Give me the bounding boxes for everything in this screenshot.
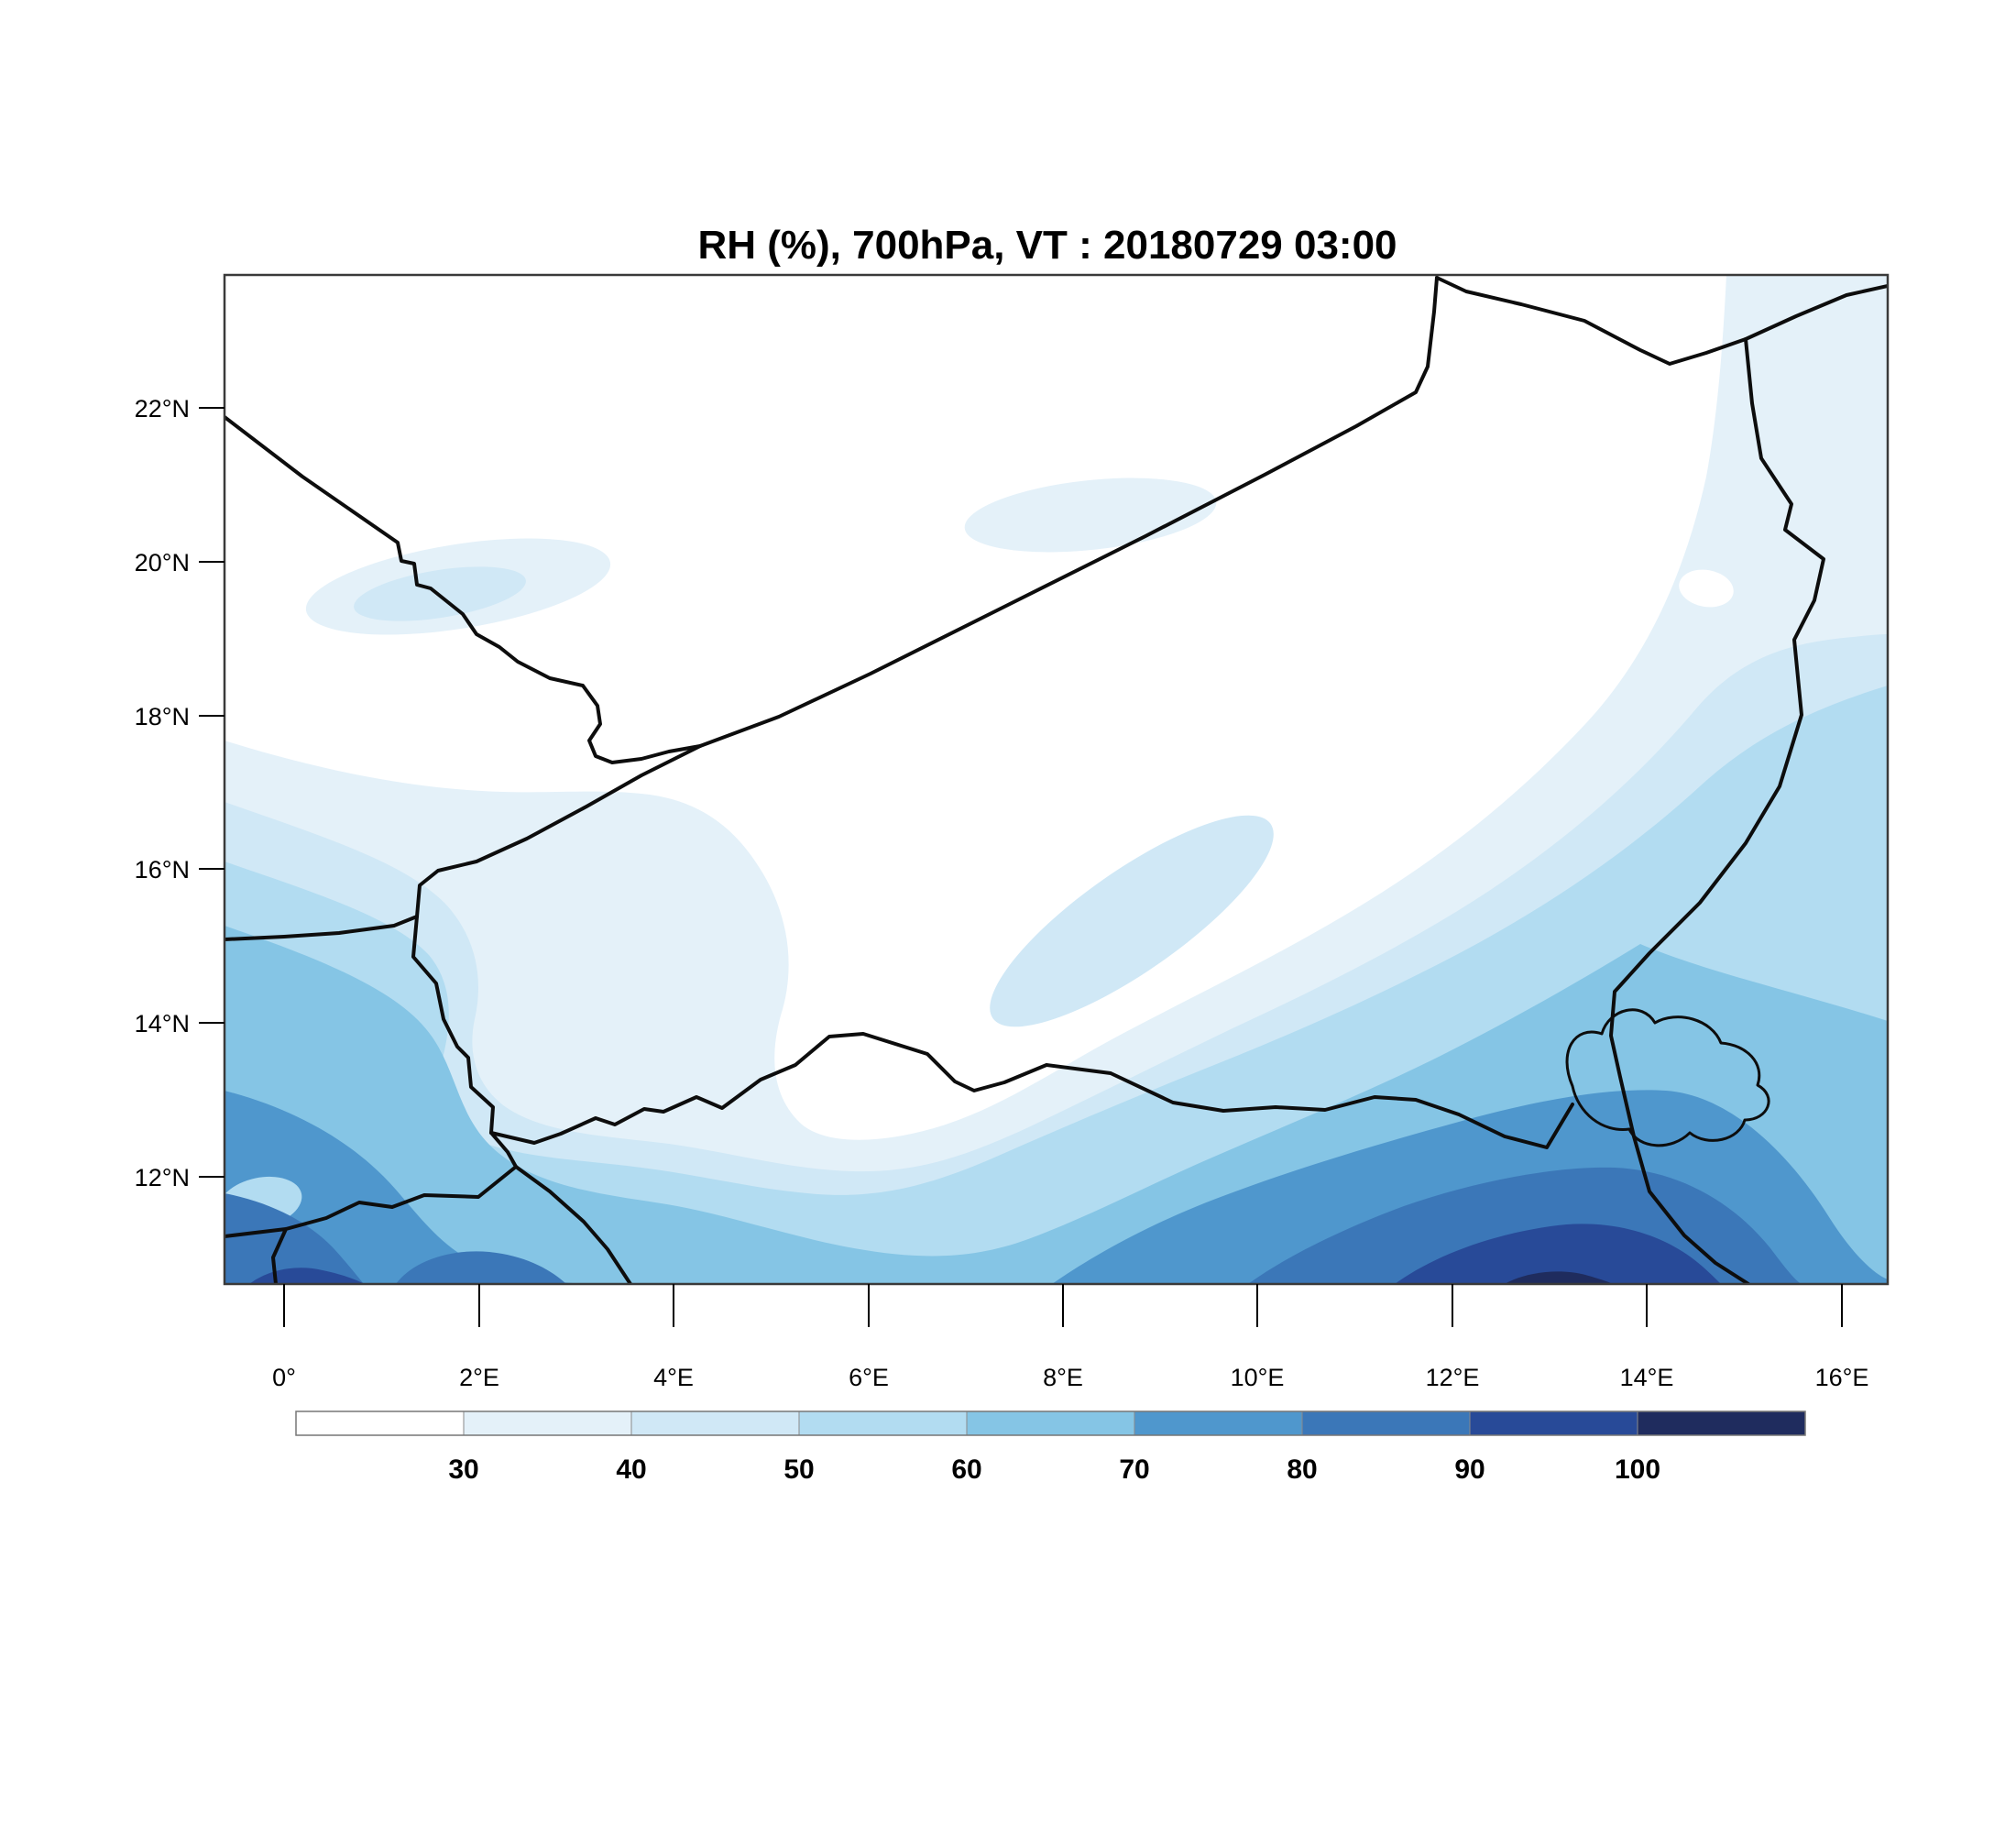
contour-fill-ge70-west (225, 1091, 660, 1284)
latitude-axis: 22°N 20°N 18°N 16°N 14°N 12°N (135, 395, 225, 1191)
colorbar-cell-70 (1134, 1410, 1303, 1436)
lon-label-0: 0° (272, 1364, 296, 1391)
colorbar-cell-80 (1301, 1410, 1471, 1436)
lat-label-20n: 20°N (135, 549, 190, 576)
lat-label-22n: 22°N (135, 395, 190, 423)
lon-label-2e: 2°E (459, 1364, 499, 1391)
border-algeria-niger (698, 276, 1439, 748)
border-algeria-mali (225, 415, 702, 764)
longitude-axis: 0° 2°E 4°E 6°E 8°E 10°E 12°E 14°E 16°E (272, 1284, 1868, 1391)
colorbar-cell-40 (630, 1410, 800, 1436)
lon-label-8e: 8°E (1043, 1364, 1083, 1391)
lon-label-12e: 12°E (1426, 1364, 1480, 1391)
colorbar-cell-lt30 (295, 1410, 465, 1436)
colorbar-frame (295, 1410, 1806, 1436)
colorbar-cell-30 (463, 1410, 632, 1436)
border-niger-chad (1609, 337, 1825, 1284)
colorbar-cell-90 (1469, 1410, 1638, 1436)
contour-field (225, 275, 1888, 1284)
colorbar-label-30: 30 (448, 1454, 478, 1485)
country-borders (225, 276, 1888, 1284)
colorbar-cell-gt100 (1637, 1410, 1806, 1436)
lon-label-4e: 4°E (653, 1364, 694, 1391)
lat-label-16n: 16°N (135, 856, 190, 884)
colorbar-label-70: 70 (1119, 1454, 1149, 1485)
contour-streak-center-40 (990, 815, 1274, 1027)
colorbar-cell-60 (966, 1410, 1135, 1436)
colorbar-label-50: 50 (783, 1454, 814, 1485)
colorbar-label-80: 80 (1287, 1454, 1317, 1485)
contour-fill-ge90-east (1395, 1224, 1721, 1284)
border-niger-libya (1435, 276, 1888, 366)
colorbar-label-60: 60 (951, 1454, 981, 1485)
colorbar-label-100: 100 (1615, 1454, 1660, 1485)
plot-title: RH (%), 700hPa, VT : 20180729 03:00 (697, 223, 1397, 268)
contour-fill-ge80-west1 (225, 1193, 364, 1284)
lon-label-16e: 16°E (1815, 1364, 1869, 1391)
colorbar-label-40: 40 (616, 1454, 646, 1485)
lat-label-18n: 18°N (135, 703, 190, 730)
dry-pocket-ne-1 (1601, 406, 1689, 477)
lat-label-14n: 14°N (135, 1010, 190, 1037)
map-frame (223, 273, 1890, 1286)
border-niger-nigeria (489, 1032, 1574, 1149)
border-niger-mali-burkina (411, 744, 702, 1169)
contour-fill-ge90-west (249, 1268, 365, 1284)
border-benin-nigeria (514, 1165, 632, 1284)
lon-label-6e: 6°E (849, 1364, 889, 1391)
contour-fill-ge100-east (1505, 1271, 1613, 1284)
border-mali-burkina (225, 915, 419, 941)
colorbar-label-90: 90 (1454, 1454, 1485, 1485)
contour-fill-ge80-west2 (396, 1251, 566, 1284)
lake-chad-outline (1565, 1008, 1770, 1147)
dry-pocket-ne-2 (1679, 569, 1734, 608)
lon-label-10e: 10°E (1231, 1364, 1285, 1391)
lon-label-14e: 14°E (1620, 1364, 1674, 1391)
colorbar-cell-50 (798, 1410, 968, 1436)
lat-label-12n: 12°N (135, 1164, 190, 1191)
border-burkina-benin-togo (225, 1165, 518, 1284)
colorbar: 30 40 50 60 70 80 90 100 (295, 1410, 1806, 1485)
